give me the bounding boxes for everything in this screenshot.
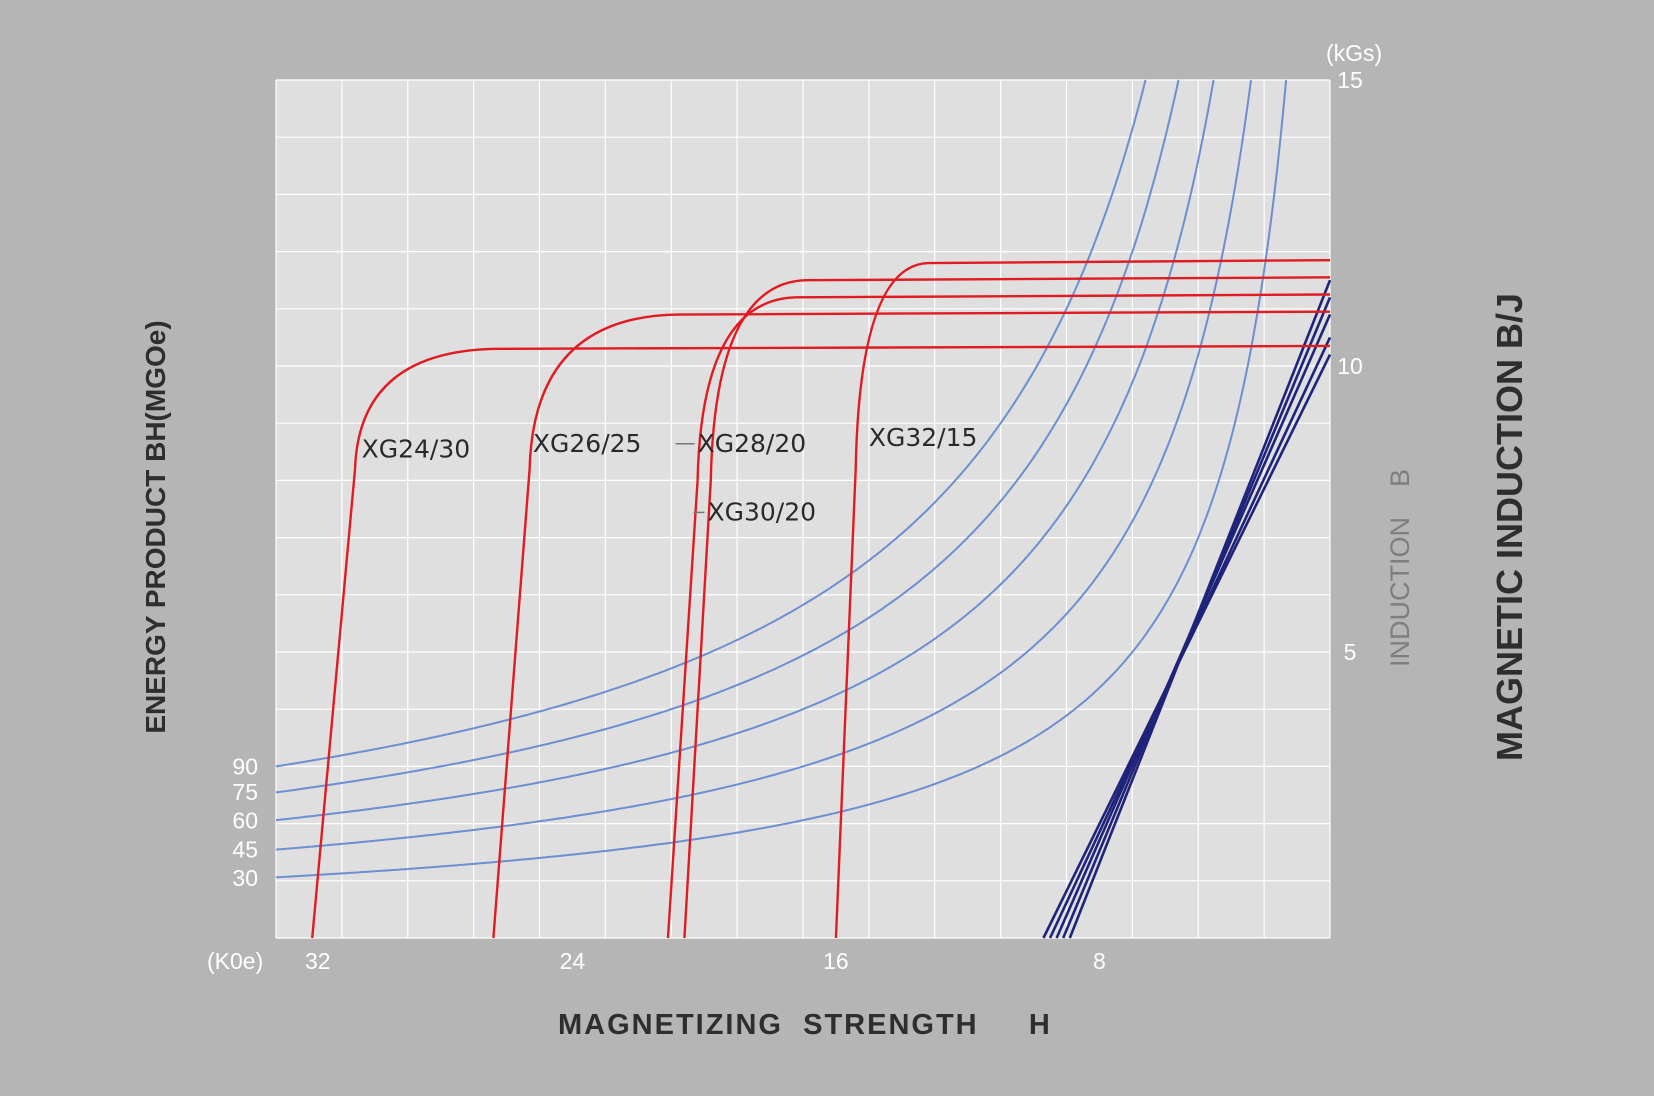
load-lines — [1042, 279, 1332, 939]
energy-tick-60: 60 — [232, 808, 258, 834]
x-tick-16: 16 — [823, 948, 849, 974]
y-tick-5: 5 — [1344, 639, 1357, 665]
y-tick-10: 10 — [1337, 353, 1363, 379]
energy-curve-75 — [275, 79, 1180, 794]
curve-label-xg26-25: XG26/25 — [533, 429, 642, 458]
demag-curve-xg26-25 — [492, 310, 1331, 939]
load-line-5 — [1068, 279, 1332, 939]
right-inner-axis-title: INDUCTION B — [1385, 469, 1415, 667]
x-tick-labels: 32 24 16 8 — [305, 948, 1106, 974]
energy-tick-75: 75 — [232, 779, 258, 805]
x-axis-title: MAGNETIZING STRENGTH H — [558, 1009, 1052, 1041]
curve-label-xg32-15: XG32/15 — [869, 423, 978, 452]
energy-tick-45: 45 — [232, 836, 258, 862]
x-tick-24: 24 — [560, 948, 586, 974]
energy-curve-45 — [275, 79, 1252, 851]
load-line-2 — [1048, 336, 1332, 939]
energy-product-curves — [275, 79, 1288, 879]
energy-curve-60 — [275, 79, 1215, 822]
energy-tick-30: 30 — [232, 865, 258, 891]
curve-label-xg28-20: XG28/20 — [698, 429, 807, 458]
demagnetization-curves — [311, 258, 1331, 939]
curve-label-xg30-20: XG30/20 — [707, 497, 816, 526]
x-tick-32: 32 — [305, 948, 331, 974]
left-axis-title: ENERGY PRODUCT BH(MGOe) — [140, 320, 171, 733]
curve-label-xg24-30: XG24/30 — [362, 435, 471, 464]
right-outer-axis-title: MAGNETIC INDUCTION B/J — [1489, 293, 1530, 761]
demag-curve-xg28-20 — [666, 293, 1331, 939]
energy-curve-30 — [275, 79, 1288, 879]
demag-curve-xg32-15 — [834, 258, 1331, 939]
x-unit-label: (K0e) — [207, 948, 263, 974]
x-tick-8: 8 — [1093, 948, 1106, 974]
energy-tick-90: 90 — [232, 753, 258, 779]
curve-labels: XG24/30 XG26/25 XG28/20 XG30/20 XG32/15 — [362, 423, 978, 526]
y-tick-15: 15 — [1337, 67, 1363, 93]
energy-curve-90 — [275, 79, 1147, 768]
y-unit-label: (kGs) — [1326, 40, 1382, 66]
demag-curve-xg30-20 — [683, 276, 1331, 939]
y-tick-labels: 15 10 5 — [1337, 67, 1363, 665]
demag-curve-xg24-30 — [311, 344, 1331, 939]
